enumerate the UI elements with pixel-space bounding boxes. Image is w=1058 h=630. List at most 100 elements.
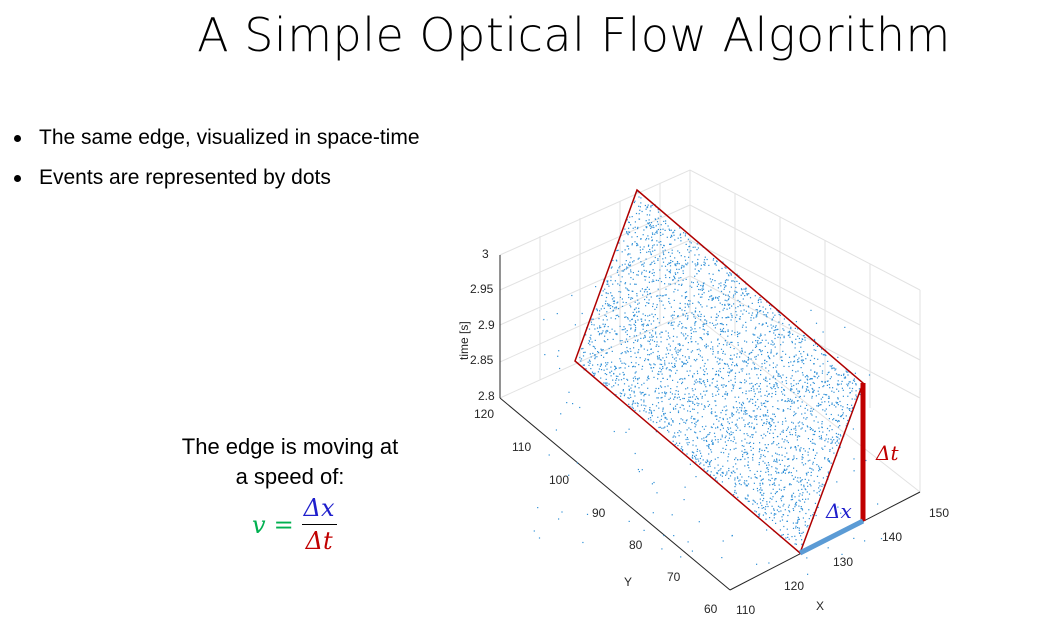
event-dot bbox=[773, 422, 775, 424]
event-dot bbox=[731, 412, 733, 414]
event-dot bbox=[620, 291, 622, 293]
event-dot bbox=[797, 328, 799, 330]
event-dot bbox=[821, 348, 823, 350]
event-dot bbox=[798, 357, 800, 359]
event-dot bbox=[657, 358, 659, 360]
event-dot bbox=[772, 367, 774, 369]
event-dot bbox=[788, 362, 790, 364]
event-dot bbox=[802, 359, 804, 361]
event-dot bbox=[691, 350, 694, 352]
event-dot bbox=[656, 492, 658, 494]
event-dot bbox=[762, 311, 764, 313]
event-dot bbox=[821, 447, 823, 449]
event-dot bbox=[618, 379, 620, 381]
event-dot bbox=[701, 403, 703, 405]
event-dot bbox=[771, 418, 773, 420]
event-dot bbox=[537, 507, 539, 509]
event-dot bbox=[772, 312, 774, 314]
event-dot bbox=[752, 454, 754, 456]
event-dot bbox=[678, 283, 680, 286]
event-dot bbox=[767, 431, 769, 433]
event-dot bbox=[689, 463, 691, 465]
event-dot bbox=[719, 323, 721, 325]
event-dot bbox=[702, 324, 704, 326]
event-dot bbox=[709, 278, 711, 280]
event-dot bbox=[665, 276, 667, 279]
event-dot bbox=[735, 316, 737, 319]
event-dot bbox=[647, 418, 650, 420]
event-dot bbox=[647, 359, 649, 361]
event-dot bbox=[652, 305, 654, 308]
event-dot bbox=[603, 356, 605, 358]
event-dot bbox=[691, 415, 693, 417]
event-dot bbox=[628, 248, 630, 250]
event-dot bbox=[645, 276, 647, 278]
event-dot bbox=[687, 387, 689, 389]
event-dot bbox=[730, 358, 732, 360]
event-dot bbox=[840, 383, 842, 385]
event-dot bbox=[830, 462, 832, 464]
event-dot bbox=[746, 398, 748, 400]
event-dot bbox=[767, 505, 769, 508]
event-dot bbox=[651, 261, 653, 263]
event-dot bbox=[795, 354, 797, 356]
event-dot bbox=[592, 318, 594, 320]
x-tick-label: 120 bbox=[784, 579, 804, 593]
event-dot bbox=[667, 332, 669, 334]
event-dot bbox=[752, 488, 755, 490]
event-dot bbox=[637, 403, 639, 405]
event-dot bbox=[643, 401, 645, 403]
event-dot bbox=[711, 382, 713, 384]
event-dot bbox=[743, 413, 745, 415]
event-dot bbox=[728, 296, 730, 298]
event-dot bbox=[816, 377, 819, 379]
event-dot bbox=[795, 383, 797, 385]
event-dot bbox=[798, 380, 800, 382]
event-dot bbox=[745, 485, 747, 487]
event-dot bbox=[677, 393, 679, 395]
event-dot bbox=[837, 404, 839, 406]
event-dot bbox=[731, 316, 733, 318]
event-dot bbox=[724, 286, 726, 288]
event-dot bbox=[748, 401, 750, 403]
event-dot bbox=[782, 409, 784, 411]
event-dot bbox=[846, 407, 848, 409]
event-dot bbox=[724, 398, 726, 400]
event-dot bbox=[816, 464, 818, 466]
event-dot bbox=[710, 471, 712, 473]
event-dot bbox=[629, 253, 631, 255]
event-dot bbox=[833, 404, 835, 406]
event-dot bbox=[674, 365, 676, 368]
event-dot bbox=[681, 382, 683, 385]
event-dot bbox=[602, 323, 604, 325]
event-dot bbox=[596, 310, 598, 312]
event-dot bbox=[809, 410, 812, 412]
event-dot bbox=[600, 354, 602, 356]
event-dot bbox=[645, 411, 647, 413]
event-dot bbox=[801, 456, 803, 458]
event-dot bbox=[750, 390, 752, 392]
event-dot bbox=[795, 371, 797, 373]
event-dot bbox=[648, 412, 650, 414]
event-dot bbox=[722, 293, 725, 295]
event-dot bbox=[792, 527, 795, 529]
event-dot bbox=[812, 429, 814, 431]
event-dot bbox=[707, 445, 709, 447]
event-dot bbox=[633, 365, 635, 367]
event-dot bbox=[793, 361, 795, 363]
event-dot bbox=[637, 228, 639, 230]
event-dot bbox=[694, 457, 697, 459]
y-axis-line bbox=[499, 397, 731, 591]
event-dot bbox=[612, 309, 614, 311]
event-dot bbox=[688, 405, 691, 407]
event-dot bbox=[682, 397, 684, 400]
event-dot bbox=[672, 279, 674, 281]
event-dot bbox=[627, 289, 629, 291]
event-dot bbox=[646, 286, 648, 288]
formula-equals: = bbox=[273, 510, 294, 539]
event-dot bbox=[831, 436, 834, 438]
event-dot bbox=[847, 385, 849, 387]
event-dot bbox=[801, 494, 803, 496]
event-dot bbox=[708, 446, 710, 448]
event-dot bbox=[741, 445, 743, 447]
